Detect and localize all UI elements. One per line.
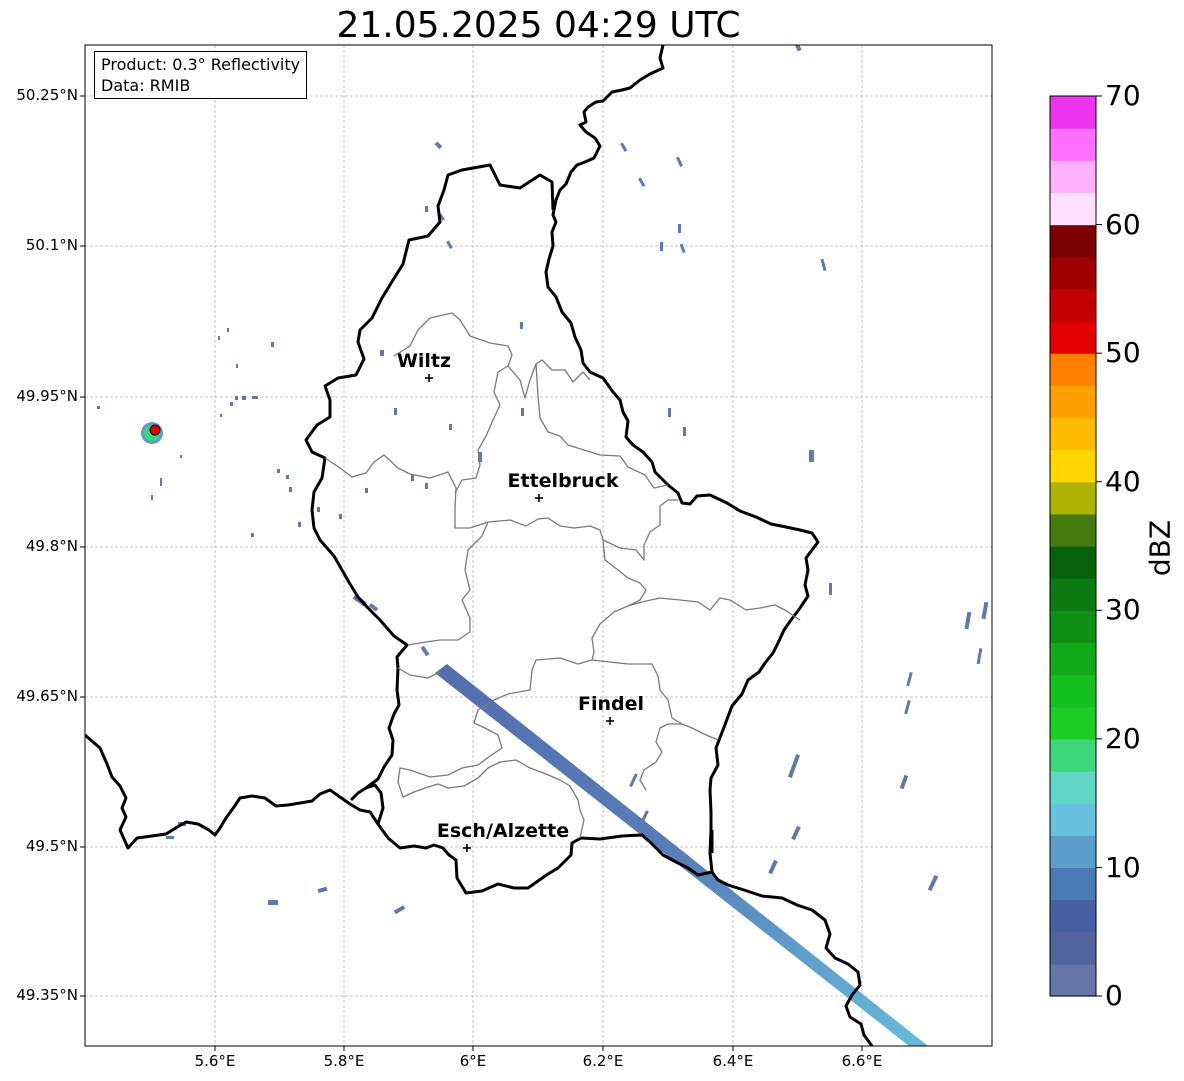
y-tick-label: 49.95°N xyxy=(16,387,78,405)
colorbar-tick-label: 10 xyxy=(1105,851,1141,884)
colorbar-segment xyxy=(1050,899,1096,933)
product-label: Product: 0.3° Reflectivity xyxy=(101,55,301,74)
data-source-label: Data: RMIB xyxy=(101,76,191,95)
city-label-findel: Findel xyxy=(577,693,645,715)
country-border xyxy=(85,45,874,1046)
colorbar-tick-label: 40 xyxy=(1105,465,1141,498)
colorbar xyxy=(1049,95,1102,997)
city-marker-findel xyxy=(606,717,614,725)
city-markers xyxy=(425,374,614,852)
x-tick-label: 6.2°E xyxy=(582,1052,624,1070)
x-tick-label: 5.6°E xyxy=(194,1052,236,1070)
colorbar-segment xyxy=(1050,96,1096,129)
product-info-box: Product: 0.3° Reflectivity Data: RMIB xyxy=(94,51,308,99)
colorbar-segment xyxy=(1050,513,1096,547)
colorbar-label: dBZ xyxy=(1143,519,1177,577)
city-marker-ettelbruck xyxy=(535,494,543,502)
city-label-wiltz: Wiltz xyxy=(396,350,452,372)
y-tick-label: 49.8°N xyxy=(25,537,78,555)
colorbar-segment xyxy=(1050,321,1096,354)
y-tick-label: 50.1°N xyxy=(25,236,78,254)
city-label-ettelbruck: Ettelbruck xyxy=(507,470,619,492)
colorbar-segment xyxy=(1050,449,1096,483)
x-tick-label: 6.4°E xyxy=(712,1052,754,1070)
y-tick-label: 49.35°N xyxy=(16,986,78,1004)
colorbar-frame xyxy=(1049,95,1097,997)
axis-ticks xyxy=(80,95,863,1051)
y-tick-label: 50.25°N xyxy=(16,86,78,104)
colorbar-segment xyxy=(1050,706,1096,740)
colorbar-segment xyxy=(1050,481,1096,515)
colorbar-segment xyxy=(1050,931,1096,965)
colorbar-segment xyxy=(1050,578,1096,611)
colorbar-segment xyxy=(1050,288,1096,322)
colorbar-tick-label: 50 xyxy=(1105,336,1141,369)
city-marker-wiltz xyxy=(425,374,433,382)
y-tick-label: 49.5°N xyxy=(25,837,78,855)
colorbar-tick-label: 30 xyxy=(1105,593,1141,626)
colorbar-tick-label: 20 xyxy=(1105,722,1141,755)
gridlines xyxy=(85,45,992,1046)
colorbar-segment xyxy=(1050,610,1096,644)
colorbar-segment xyxy=(1050,417,1096,451)
colorbar-segment xyxy=(1050,160,1096,194)
colorbar-segment xyxy=(1050,642,1096,676)
y-tick-label: 49.65°N xyxy=(16,687,78,705)
colorbar-segment xyxy=(1050,128,1096,161)
x-tick-label: 5.8°E xyxy=(323,1052,365,1070)
colorbar-segment xyxy=(1050,867,1096,901)
x-tick-label: 6°E xyxy=(459,1052,487,1070)
colorbar-segment xyxy=(1050,224,1096,258)
colorbar-segment xyxy=(1050,771,1096,804)
map-title: 21.05.2025 04:29 UTC xyxy=(336,5,741,46)
radar-echo-band xyxy=(435,664,928,1046)
city-label-esch: Esch/Alzette xyxy=(436,820,570,842)
colorbar-tick-label: 60 xyxy=(1105,208,1141,241)
colorbar-segment xyxy=(1050,674,1096,708)
colorbar-segment xyxy=(1050,738,1096,772)
radar-site-marker xyxy=(141,422,163,444)
city-marker-esch xyxy=(463,844,471,852)
colorbar-segment xyxy=(1050,546,1096,579)
colorbar-segment xyxy=(1050,803,1096,836)
colorbar-tick-label: 0 xyxy=(1105,979,1123,1012)
colorbar-segment xyxy=(1050,835,1096,869)
colorbar-segment xyxy=(1050,353,1096,386)
canton-borders xyxy=(324,312,801,839)
colorbar-segment xyxy=(1050,256,1096,290)
colorbar-segment xyxy=(1050,192,1096,226)
colorbar-tick-label: 70 xyxy=(1105,79,1141,112)
colorbar-segment xyxy=(1050,385,1096,419)
plot-frame xyxy=(84,44,993,1047)
colorbar-segment xyxy=(1050,963,1096,997)
x-tick-label: 6.6°E xyxy=(841,1052,883,1070)
